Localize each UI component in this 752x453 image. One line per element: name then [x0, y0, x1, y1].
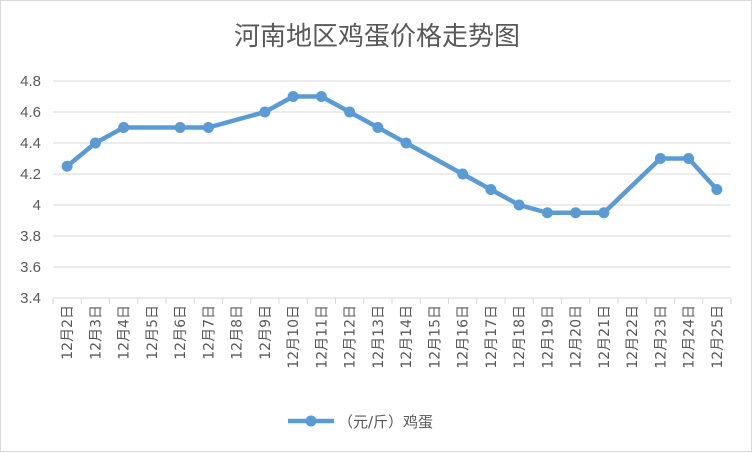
data-point-12月12日 — [344, 106, 356, 118]
data-point-12月21日 — [598, 207, 610, 219]
x-tick-label: 12月15日 — [427, 305, 443, 369]
x-tick-label: 12月8日 — [230, 305, 246, 360]
x-tick-label: 12月17日 — [484, 305, 500, 369]
x-tick-label: 12月10日 — [286, 305, 302, 369]
data-point-12月23日 — [654, 153, 666, 164]
x-axis: 12月2日 12月3日 12月4日 12月5日 12月6日 12月7日 12月8日 12月9日… — [52, 298, 732, 369]
series-egg-price — [61, 91, 723, 219]
x-tick-label: 12月20日 — [569, 305, 585, 369]
data-point-12月2日 — [61, 160, 73, 172]
y-axis: 3.4 3.6 3.8 4 4.2 4.4 4.6 4.8 — [20, 73, 41, 307]
series-line — [64, 94, 720, 215]
data-point-12月16日 — [457, 168, 469, 180]
y-tick-label-4: 4 — [33, 197, 41, 214]
data-point-12月11日 — [315, 91, 327, 102]
legend-point-marker — [305, 415, 317, 427]
x-tick-label: 12月23日 — [653, 305, 669, 369]
y-tick-label-3.4: 3.4 — [20, 290, 41, 307]
x-tick-label: 12月5日 — [145, 305, 161, 360]
data-point-12月14日 — [400, 137, 412, 149]
x-tick-label: 12月11日 — [314, 305, 330, 369]
x-tick-label: 12月18日 — [512, 305, 528, 369]
data-point-12月6日 — [174, 122, 186, 133]
data-point-12月17日 — [485, 184, 497, 195]
x-tick-label: 12月25日 — [710, 305, 726, 369]
data-point-12月4日 — [118, 122, 130, 133]
x-tick-label: 12月4日 — [117, 305, 133, 360]
data-point-12月10日 — [287, 91, 299, 102]
data-point-12月19日 — [541, 207, 553, 219]
y-tick-label-4.4: 4.4 — [20, 135, 41, 152]
x-tick-label: 12月6日 — [173, 305, 189, 360]
x-tick-label: 12月12日 — [343, 305, 359, 369]
x-tick-label: 12月21日 — [597, 305, 613, 369]
data-point-12月20日 — [570, 207, 582, 219]
x-tick-label: 12月3日 — [88, 305, 104, 360]
data-point-12月7日 — [202, 122, 214, 133]
y-tick-label-4.6: 4.6 — [20, 104, 41, 121]
y-tick-label-4.8: 4.8 — [20, 73, 41, 90]
x-tick-label: 12月16日 — [456, 305, 472, 369]
x-tick-label: 12月22日 — [625, 305, 641, 369]
data-point-12月3日 — [89, 137, 101, 149]
data-point-12月24日 — [683, 153, 695, 164]
x-tick-label: 12月14日 — [399, 305, 415, 369]
x-tick-label: 12月13日 — [371, 305, 387, 369]
data-point-12月25日 — [711, 184, 723, 195]
y-tick-label-4.2: 4.2 — [20, 166, 41, 183]
chart-title: 河南地区鸡蛋价格走势图 — [234, 22, 520, 52]
x-tick-label: 12月7日 — [201, 305, 217, 360]
x-tick-label: 12月19日 — [540, 305, 556, 369]
x-tick-label: 12月24日 — [682, 305, 698, 369]
data-point-12月13日 — [372, 122, 384, 133]
data-point-12月9日 — [259, 106, 271, 118]
y-tick-label-3.8: 3.8 — [20, 228, 41, 245]
grid-lines — [53, 80, 731, 299]
data-point-12月18日 — [513, 199, 525, 211]
legend: （元/斤）鸡蛋 — [288, 413, 433, 431]
x-tick-label: 12月2日 — [60, 305, 76, 360]
x-tick-label: 12月9日 — [258, 305, 274, 360]
legend-label: （元/斤）鸡蛋 — [338, 413, 433, 431]
y-tick-label-3.6: 3.6 — [20, 259, 41, 276]
